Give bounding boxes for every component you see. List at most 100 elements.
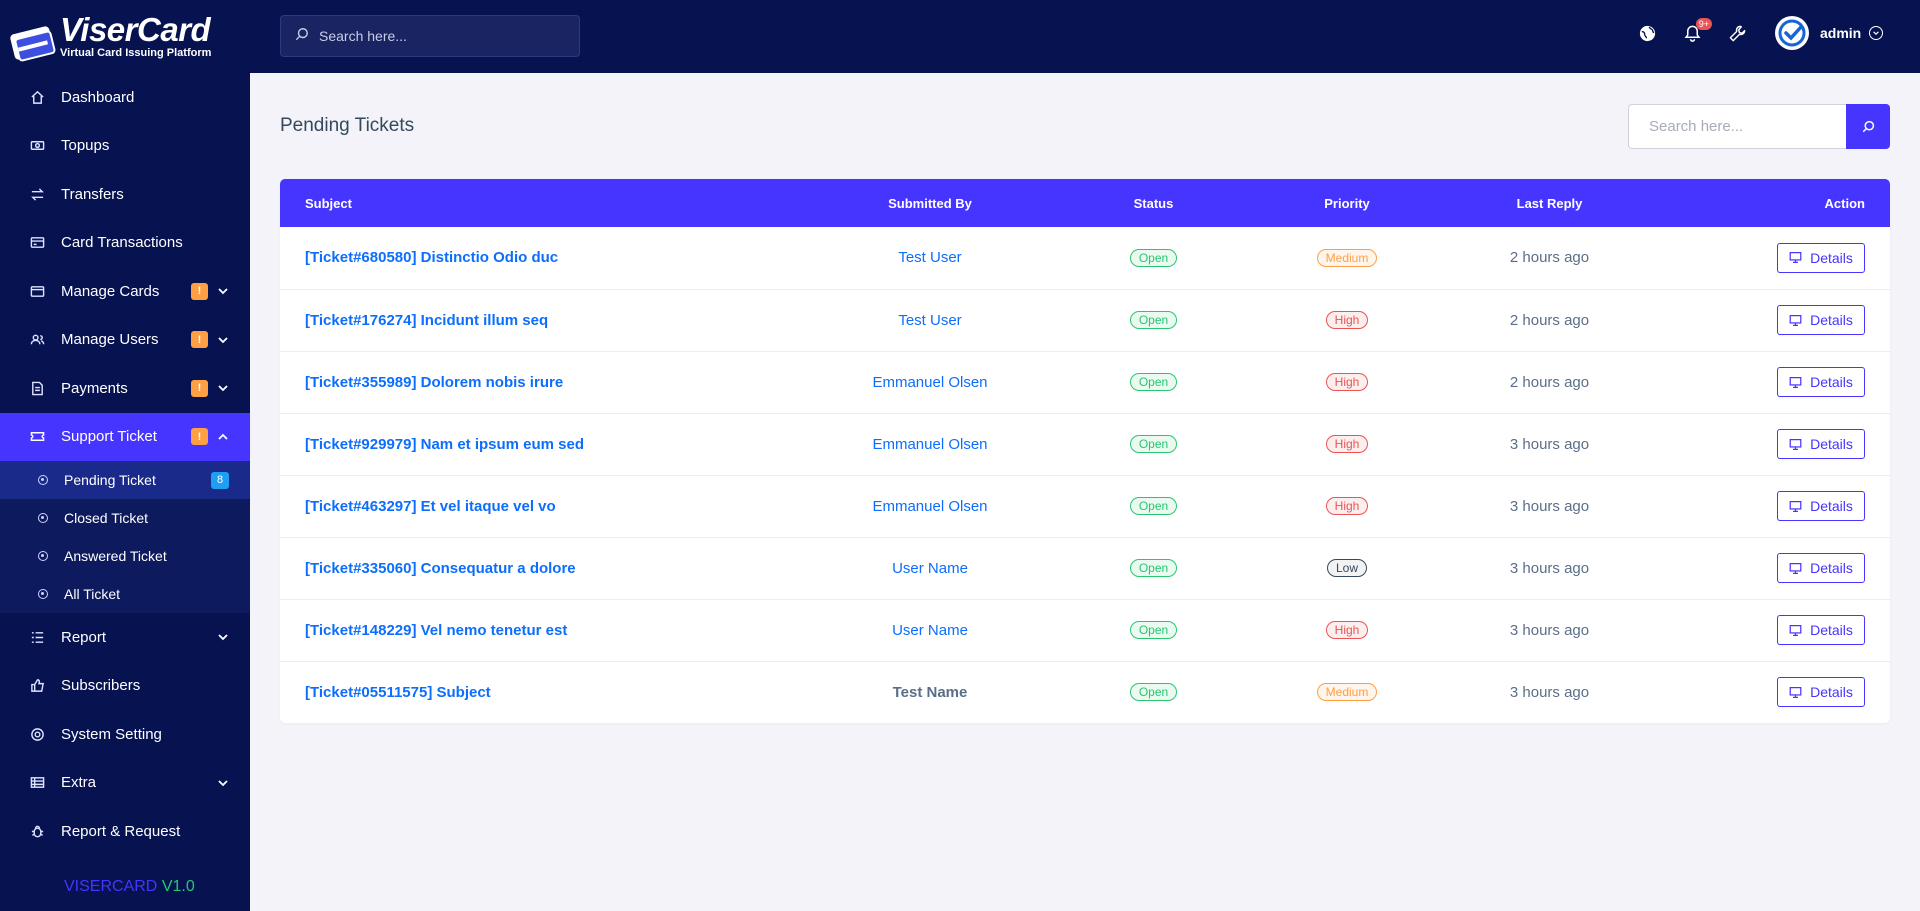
chevron-down-icon[interactable] xyxy=(216,776,230,790)
money-icon xyxy=(28,137,46,155)
sidebar-item-manage-users[interactable]: Manage Users ! xyxy=(0,316,250,365)
details-button[interactable]: Details xyxy=(1777,491,1865,521)
notification-count-badge: 9+ xyxy=(1695,18,1712,30)
table-row: [Ticket#176274] Incidunt illum seq Test … xyxy=(280,289,1890,351)
details-button[interactable]: Details xyxy=(1777,615,1865,645)
details-button[interactable]: Details xyxy=(1777,242,1865,273)
sidebar-subitem-closed-ticket[interactable]: Closed Ticket xyxy=(0,499,250,537)
warning-badge: ! xyxy=(191,379,208,397)
desktop-icon xyxy=(1789,376,1802,388)
dot-circle-icon xyxy=(38,589,48,599)
last-reply-time: 3 hours ago xyxy=(1509,621,1590,639)
tickets-table: Subject Submitted By Status Priority Las… xyxy=(280,179,1890,723)
table-row: [Ticket#680580] Distinctio Odio duc Test… xyxy=(280,227,1890,289)
details-button[interactable]: Details xyxy=(1777,677,1865,708)
details-button[interactable]: Details xyxy=(1777,305,1865,335)
submitted-by-link[interactable]: User Name xyxy=(892,559,968,577)
table-row: [Ticket#148229] Vel nemo tenetur est Use… xyxy=(280,599,1890,661)
sidebar-item-card-transactions[interactable]: Card Transactions xyxy=(0,219,250,268)
details-button[interactable]: Details xyxy=(1777,429,1865,459)
ticket-subject-link[interactable]: [Ticket#929979] Nam et ipsum eum sed xyxy=(305,435,585,453)
chevron-down-icon[interactable] xyxy=(216,630,230,644)
topbar-search-input[interactable] xyxy=(319,28,559,44)
priority-badge: High xyxy=(1325,497,1369,515)
globe-icon[interactable] xyxy=(1636,22,1658,44)
submitted-by-link[interactable]: Test User xyxy=(898,311,962,329)
table-row: [Ticket#463297] Et vel itaque vel vo Emm… xyxy=(280,475,1890,537)
sidebar-item-label: Transfers xyxy=(61,185,124,203)
status-badge: Open xyxy=(1129,373,1178,391)
search-icon xyxy=(295,27,309,46)
ticket-icon xyxy=(28,428,46,446)
search-button[interactable] xyxy=(1846,104,1890,149)
sidebar-item-manage-cards[interactable]: Manage Cards ! xyxy=(0,267,250,316)
last-reply-time: 3 hours ago xyxy=(1509,497,1590,515)
sidebar-item-label: Extra xyxy=(61,774,97,792)
logo-name-part-b: Card xyxy=(137,10,211,48)
column-header-last-reply: Last Reply xyxy=(1516,195,1583,211)
chevron-down-icon[interactable] xyxy=(216,333,230,347)
priority-badge: High xyxy=(1325,311,1369,329)
admin-name[interactable]: admin xyxy=(1820,25,1862,41)
ticket-subject-link[interactable]: [Ticket#176274] Incidunt illum seq xyxy=(305,311,549,329)
chevron-down-icon[interactable] xyxy=(216,284,230,298)
sidebar-item-report-request[interactable]: Report & Request xyxy=(0,807,250,856)
ticket-subject-link[interactable]: [Ticket#355989] Dolorem nobis irure xyxy=(305,373,564,391)
desktop-icon xyxy=(1789,314,1802,326)
sidebar-item-dashboard[interactable]: Dashboard xyxy=(0,73,250,122)
table-row: [Ticket#929979] Nam et ipsum eum sed Emm… xyxy=(280,413,1890,475)
chevron-down-icon[interactable] xyxy=(216,381,230,395)
bell-icon[interactable]: 9+ xyxy=(1681,18,1712,44)
sidebar-item-label: Card Transactions xyxy=(61,234,183,252)
sidebar-item-label: Dashboard xyxy=(61,88,135,106)
submitted-by-name: Test Name xyxy=(892,683,968,701)
sidebar-nav: Dashboard Topups Transfers Card Transact… xyxy=(0,73,250,461)
details-label: Details xyxy=(1810,436,1853,452)
users-icon xyxy=(28,331,46,349)
sidebar-subitem-answered-ticket[interactable]: Answered Ticket xyxy=(0,537,250,575)
sidebar-item-label: System Setting xyxy=(61,725,162,743)
logo-card-icon xyxy=(9,16,58,62)
sidebar-item-topups[interactable]: Topups xyxy=(0,122,250,171)
status-badge: Open xyxy=(1129,559,1178,577)
card-icon xyxy=(28,282,46,300)
submitted-by-link[interactable]: Emmanuel Olsen xyxy=(872,435,988,453)
sidebar-item-report[interactable]: Report xyxy=(0,613,250,662)
sidebar-item-label: Topups xyxy=(61,137,110,155)
last-reply-time: 2 hours ago xyxy=(1509,249,1590,267)
ticket-search-input[interactable] xyxy=(1628,104,1846,149)
sidebar-subitem-label: All Ticket xyxy=(64,586,121,602)
topbar-search[interactable] xyxy=(280,15,580,57)
submitted-by-link[interactable]: Emmanuel Olsen xyxy=(872,373,988,391)
sidebar-item-transfers[interactable]: Transfers xyxy=(0,170,250,219)
sidebar-subitem-pending-ticket[interactable]: Pending Ticket 8 xyxy=(0,461,250,499)
submitted-by-link[interactable]: Emmanuel Olsen xyxy=(872,497,988,515)
submitted-by-link[interactable]: User Name xyxy=(892,621,968,639)
last-reply-time: 3 hours ago xyxy=(1509,559,1590,577)
details-button[interactable]: Details xyxy=(1777,367,1865,397)
wrench-icon[interactable] xyxy=(1726,22,1748,44)
sidebar-subitem-all-ticket[interactable]: All Ticket xyxy=(0,575,250,613)
invoice-icon xyxy=(28,379,46,397)
sidebar-item-extra[interactable]: Extra xyxy=(0,759,250,808)
sidebar-item-system-setting[interactable]: System Setting xyxy=(0,710,250,759)
chevron-up-icon[interactable] xyxy=(216,430,230,444)
sidebar-item-payments[interactable]: Payments ! xyxy=(0,364,250,413)
sidebar-item-subscribers[interactable]: Subscribers xyxy=(0,662,250,711)
chevron-down-circle-icon[interactable] xyxy=(1869,26,1883,40)
ticket-subject-link[interactable]: [Ticket#463297] Et vel itaque vel vo xyxy=(305,497,556,515)
ticket-subject-link[interactable]: [Ticket#148229] Vel nemo tenetur est xyxy=(305,621,568,639)
ticket-subject-link[interactable]: [Ticket#05511575] Subject xyxy=(305,683,491,701)
sidebar-item-support-ticket[interactable]: Support Ticket ! xyxy=(0,412,250,461)
bug-icon xyxy=(28,822,46,840)
column-header-priority: Priority xyxy=(1324,195,1370,211)
ticket-subject-link[interactable]: [Ticket#680580] Distinctio Odio duc xyxy=(305,249,559,267)
submitted-by-link[interactable]: Test User xyxy=(898,249,962,267)
logo[interactable]: ViserCard Virtual Card Issuing Platform xyxy=(0,0,250,73)
column-header-status: Status xyxy=(1133,195,1174,211)
avatar[interactable] xyxy=(1775,16,1809,50)
details-label: Details xyxy=(1810,684,1853,701)
details-button[interactable]: Details xyxy=(1777,553,1865,583)
ticket-subject-link[interactable]: [Ticket#335060] Consequatur a dolore xyxy=(305,559,576,577)
status-badge: Open xyxy=(1129,435,1178,453)
